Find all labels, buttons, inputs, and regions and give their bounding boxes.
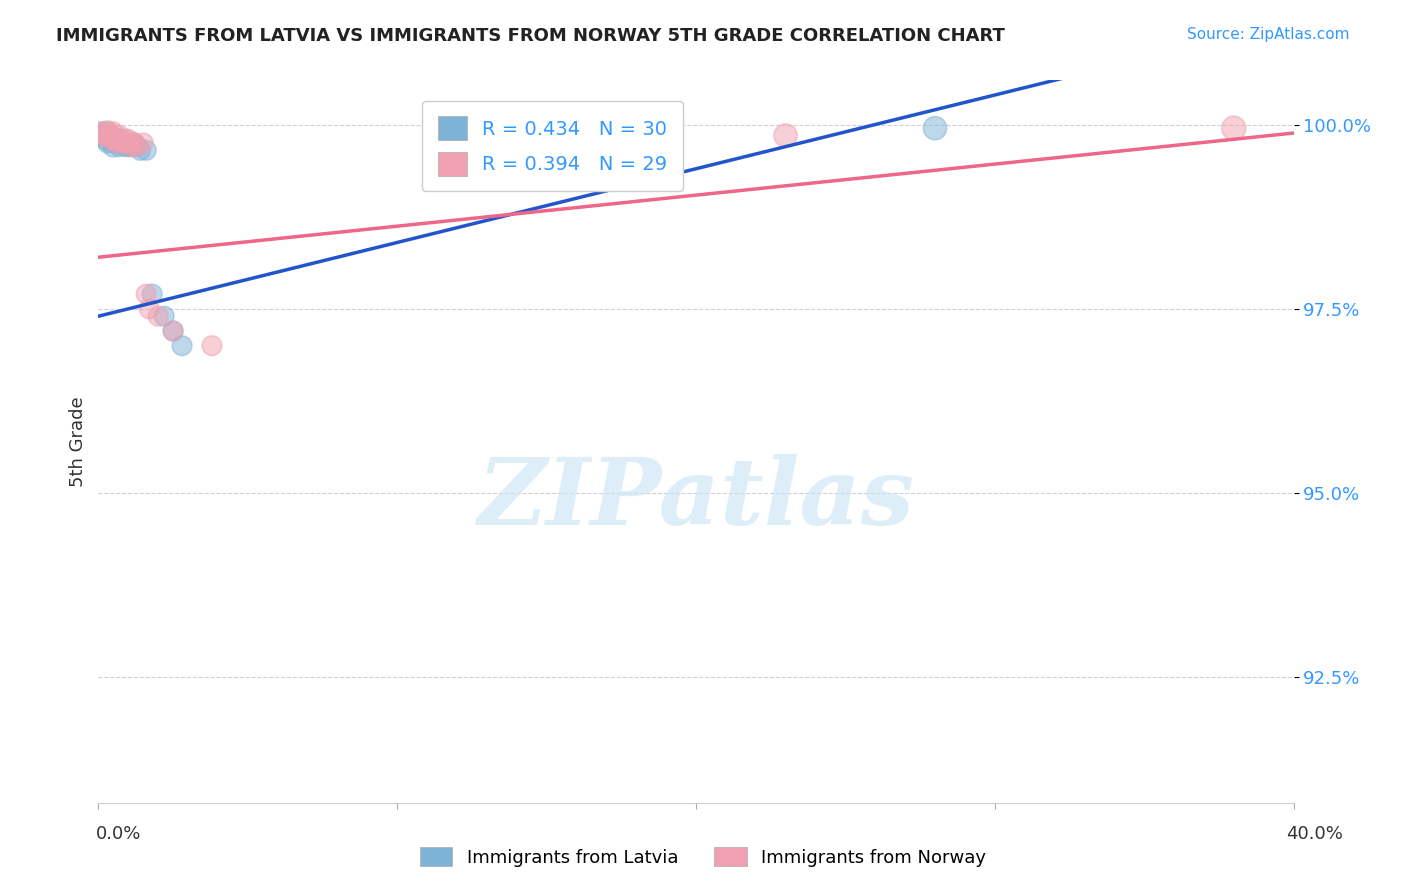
Point (103, 132, 125, 146)
Legend: Immigrants from Latvia, Immigrants from Norway: Immigrants from Latvia, Immigrants from … (412, 840, 994, 874)
Point (120, 139, 142, 153)
Point (475, 128, 498, 143)
Point (103, 125, 125, 139)
Point (201, 339, 224, 353)
Point (117, 136, 139, 150)
Point (93, 128, 115, 143)
Point (138, 301, 160, 316)
Point (132, 136, 155, 150)
Text: Source: ZipAtlas.com: Source: ZipAtlas.com (1187, 27, 1350, 42)
Point (108, 128, 131, 143)
Point (98, 128, 122, 143)
Point (111, 136, 134, 150)
Text: 40.0%: 40.0% (1286, 825, 1343, 843)
Point (103, 139, 125, 153)
Legend: R = 0.434   N = 30, R = 0.394   N = 29: R = 0.434 N = 30, R = 0.394 N = 29 (422, 101, 683, 191)
Point (135, 144, 157, 158)
Point (93, 128, 115, 143)
Point (103, 136, 125, 150)
Point (129, 144, 152, 158)
Point (124, 136, 146, 150)
Point (127, 139, 149, 153)
Point (111, 136, 134, 150)
Point (96, 125, 118, 139)
Point (162, 324, 184, 338)
Point (96, 125, 118, 139)
Point (90, 128, 112, 143)
Point (117, 132, 139, 146)
Point (117, 139, 139, 153)
Point (924, 121, 946, 136)
Point (108, 139, 131, 153)
Point (141, 287, 163, 301)
Point (96, 136, 118, 150)
Point (93, 128, 115, 143)
Point (135, 287, 157, 301)
Text: ZIPatlas: ZIPatlas (478, 454, 914, 544)
Point (446, 125, 468, 139)
Point (90, 125, 112, 139)
Y-axis label: 5th Grade: 5th Grade (69, 396, 87, 487)
Point (98, 128, 122, 143)
Point (105, 132, 128, 146)
Point (105, 132, 128, 146)
Point (105, 136, 128, 150)
Point (120, 139, 142, 153)
Text: IMMIGRANTS FROM LATVIA VS IMMIGRANTS FROM NORWAY 5TH GRADE CORRELATION CHART: IMMIGRANTS FROM LATVIA VS IMMIGRANTS FRO… (56, 27, 1005, 45)
Point (124, 136, 146, 150)
Point (105, 136, 128, 150)
Point (153, 309, 176, 323)
Point (98, 132, 122, 146)
Point (1223, 121, 1246, 136)
Point (162, 324, 184, 338)
Point (111, 136, 134, 150)
Point (117, 136, 139, 150)
Point (96, 128, 118, 143)
Point (111, 136, 134, 150)
Point (96, 132, 118, 146)
Text: 0.0%: 0.0% (96, 825, 141, 843)
Point (775, 128, 797, 143)
Point (148, 309, 170, 323)
Point (127, 139, 149, 153)
Point (98, 132, 122, 146)
Point (114, 132, 136, 146)
Point (108, 132, 131, 146)
Point (114, 139, 136, 153)
Point (90, 125, 112, 139)
Point (172, 339, 194, 353)
